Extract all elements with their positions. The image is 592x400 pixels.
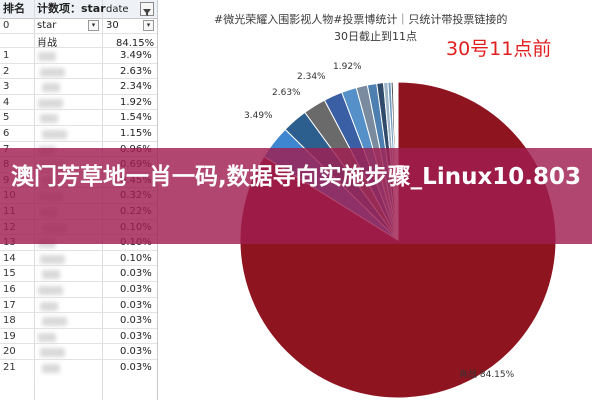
redacted-star-name bbox=[40, 114, 58, 124]
column-header-count-star[interactable]: 计数项：star bbox=[37, 2, 106, 15]
row-field-label: star bbox=[37, 20, 57, 31]
row-line bbox=[0, 93, 157, 95]
filter-icon[interactable] bbox=[140, 2, 154, 16]
percent-value: 2.63% bbox=[120, 65, 152, 77]
redacted-star-name bbox=[42, 317, 67, 327]
redacted-star-name bbox=[42, 364, 60, 373]
percent-value: 2.34% bbox=[120, 81, 152, 93]
row-line bbox=[0, 62, 157, 64]
slice-label: 2.34% bbox=[297, 72, 326, 82]
redacted-star-name bbox=[40, 67, 65, 77]
row-line bbox=[0, 359, 157, 360]
dropdown-arrow-icon[interactable]: ▾ bbox=[88, 20, 99, 31]
percent-value: 0.03% bbox=[120, 362, 152, 373]
redacted-star-name bbox=[38, 286, 63, 295]
date-value: 30 bbox=[106, 20, 119, 31]
row-line bbox=[0, 265, 157, 267]
slice-label: 3.49% bbox=[244, 111, 273, 121]
row-header-label: 排名 bbox=[3, 2, 25, 15]
row-number: 1 bbox=[3, 50, 10, 61]
percent-value: 0.03% bbox=[120, 330, 152, 342]
percent-value: 0.03% bbox=[120, 284, 152, 295]
redacted-star-name bbox=[40, 254, 65, 264]
redacted-star-name bbox=[40, 348, 65, 358]
row-line bbox=[0, 343, 157, 345]
row-number: 20 bbox=[3, 346, 16, 358]
chart-title: #微光荣耀入围影视人物#投票博统计｜只统计带投票链接的 bbox=[214, 13, 508, 26]
slice-label: 2.63% bbox=[272, 88, 301, 98]
row-number: 6 bbox=[3, 128, 10, 139]
percent-value: 1.92% bbox=[120, 96, 152, 108]
column-header-date[interactable]: date bbox=[106, 4, 129, 15]
redacted-star-name bbox=[38, 98, 63, 108]
percent-value: 0.03% bbox=[120, 299, 152, 311]
row-number: 5 bbox=[3, 112, 10, 124]
row-number: 15 bbox=[3, 268, 16, 280]
percent-value: 84.15% bbox=[116, 38, 155, 49]
row-line bbox=[0, 312, 157, 314]
row-line bbox=[0, 47, 157, 48]
row-line bbox=[0, 109, 157, 111]
redacted-star-name bbox=[40, 301, 58, 311]
banner-title: 澳门芳草地一肖一码,数据导向实施步骤_Linux10.803 bbox=[10, 164, 582, 190]
row-line bbox=[0, 281, 157, 282]
redacted-star-name bbox=[42, 270, 60, 280]
row-number: 17 bbox=[3, 299, 16, 311]
row-number: 14 bbox=[3, 252, 16, 264]
percent-value: 0.03% bbox=[120, 268, 152, 280]
percent-value: 1.15% bbox=[120, 128, 152, 139]
percent-value: 0.03% bbox=[120, 346, 152, 358]
row-line bbox=[0, 327, 157, 329]
row-line bbox=[0, 249, 157, 251]
redacted-star-name bbox=[38, 52, 56, 61]
row-number: 0 bbox=[3, 20, 10, 31]
percent-value: 0.03% bbox=[120, 315, 152, 327]
row-line bbox=[0, 125, 157, 126]
row-number: 19 bbox=[3, 330, 16, 342]
overlay-banner bbox=[0, 148, 592, 244]
row-number: 16 bbox=[3, 284, 16, 295]
slice-label-main: 肖战 84.15% bbox=[459, 370, 515, 380]
row-number: 4 bbox=[3, 96, 10, 108]
redacted-star-name bbox=[42, 130, 67, 139]
row-number: 2 bbox=[3, 65, 10, 77]
star-name: 肖战 bbox=[37, 38, 57, 49]
sheet-header-row bbox=[0, 0, 157, 19]
row-line bbox=[0, 78, 157, 80]
row-line bbox=[0, 33, 157, 34]
percent-value: 1.54% bbox=[120, 112, 152, 124]
row-line bbox=[0, 296, 157, 298]
row-line bbox=[0, 140, 157, 142]
percent-value: 3.49% bbox=[120, 50, 152, 61]
row-number: 21 bbox=[3, 362, 16, 373]
annotation-label: 30号11点前 bbox=[446, 38, 552, 60]
redacted-star-name bbox=[42, 83, 60, 93]
slice-label: 1.92% bbox=[333, 62, 362, 72]
redacted-star-name bbox=[38, 332, 56, 342]
chart-subtitle: 30日截止到11点 bbox=[334, 30, 417, 43]
dropdown-arrow-icon[interactable]: ▾ bbox=[143, 20, 154, 31]
row-number: 18 bbox=[3, 315, 16, 327]
percent-value: 0.10% bbox=[120, 252, 152, 264]
row-number: 3 bbox=[3, 81, 10, 93]
